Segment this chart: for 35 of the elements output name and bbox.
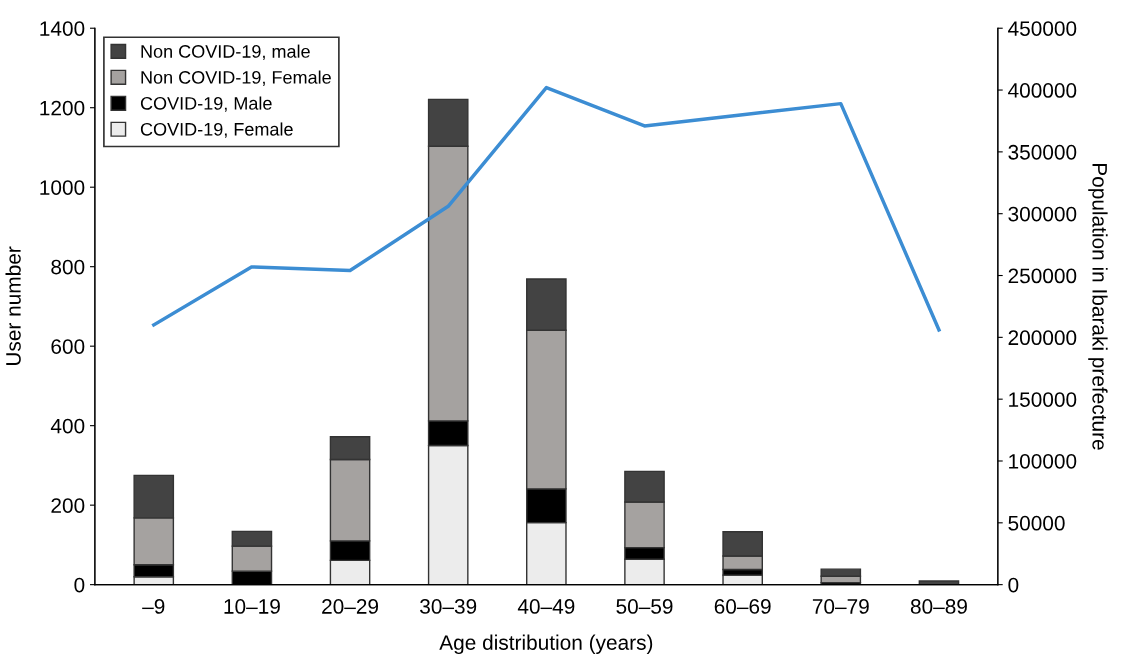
y2-tick-label: 150000: [1009, 392, 1077, 407]
y-tick-label: 800: [51, 259, 85, 275]
x-tick-label: 70–79: [812, 599, 869, 614]
x-axis-title: Age distribution (years): [439, 634, 653, 655]
legend-label: COVID-19, Male: [140, 96, 272, 112]
y-tick-label: 1400: [40, 21, 85, 36]
y-tick-label: 1200: [40, 100, 85, 116]
x-tick-label: 20–29: [322, 599, 379, 614]
x-tick-label: –9: [142, 599, 165, 614]
bar: [918, 580, 960, 585]
y2-tick-label: 450000: [1008, 21, 1077, 36]
y2-tick-label: 100000: [1009, 453, 1077, 469]
y-tick-label: 1000: [40, 180, 85, 195]
y2-tick-label: 0: [1008, 577, 1019, 593]
y-axis-title: User number: [5, 246, 21, 366]
y2-tick-label: 250000: [1008, 268, 1077, 284]
x-tick-label: 50–59: [616, 599, 673, 614]
y2-tick-label: 200000: [1008, 330, 1077, 346]
y2-axis-title: Population in Ibaraki prefecture: [1088, 163, 1108, 450]
y-tick-label: 0: [74, 577, 85, 593]
y2-tick-label: 300000: [1008, 206, 1077, 222]
x-tick-label: 10–19: [224, 599, 280, 614]
legend-label: COVID-19, Female: [140, 122, 293, 138]
x-tick-label: 30–39: [420, 599, 477, 614]
y2-tick-label: 350000: [1008, 144, 1077, 160]
legend-label: Non COVID-19, male: [141, 44, 310, 60]
y2-tick-label: 50000: [1008, 515, 1065, 531]
y-tick-label: 600: [51, 339, 85, 354]
y-tick-label: 400: [50, 418, 85, 434]
y-tick-label: 200: [51, 498, 85, 513]
y2-tick-label: 400000: [1008, 83, 1077, 98]
x-tick-label: 80–89: [910, 599, 967, 614]
x-tick-label: 40–49: [517, 599, 575, 614]
legend-label: Non COVID-19, Female: [141, 70, 331, 86]
x-tick-label: 60–69: [714, 599, 771, 614]
